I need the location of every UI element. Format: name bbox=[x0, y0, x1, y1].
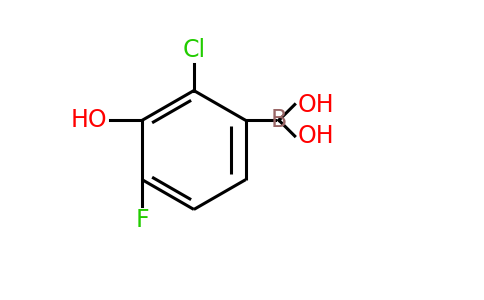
Text: OH: OH bbox=[297, 92, 334, 116]
Text: B: B bbox=[271, 108, 287, 132]
Text: HO: HO bbox=[71, 108, 107, 132]
Text: OH: OH bbox=[297, 124, 334, 148]
Text: F: F bbox=[136, 208, 149, 232]
Text: Cl: Cl bbox=[182, 38, 205, 62]
